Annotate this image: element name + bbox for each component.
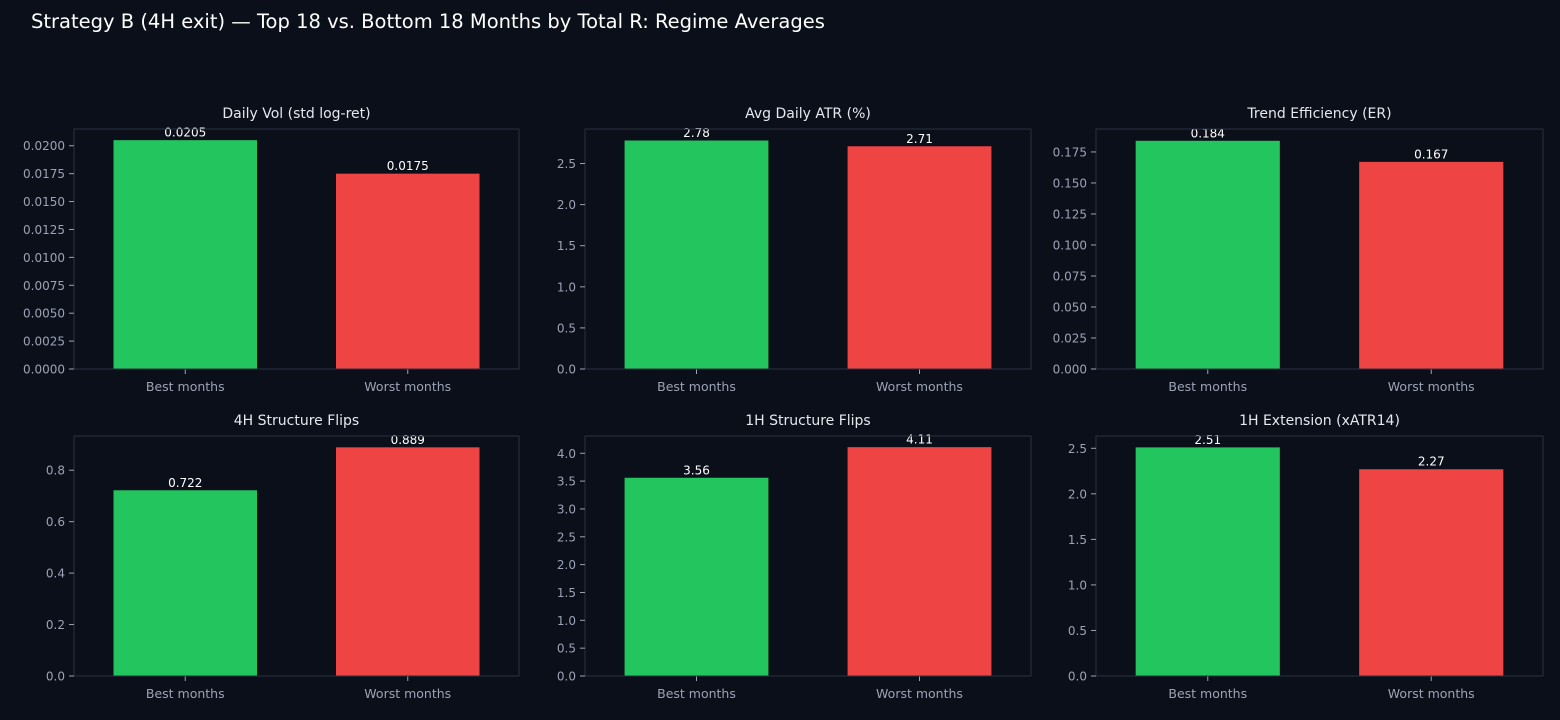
worst-months-bar	[335, 173, 480, 369]
y-tick-label: 0.0	[1068, 670, 1087, 684]
y-tick-label: 0.0100	[23, 251, 65, 265]
data-label: 2.71	[906, 132, 933, 146]
y-tick-label: 1.0	[557, 614, 576, 628]
x-tick-label: Worst months	[876, 686, 963, 701]
y-tick-label: 1.0	[557, 280, 576, 294]
chart-panel-6: 1H Extension (xATR14) 2.51 Best months 2.27…	[1068, 413, 1544, 701]
y-tick-label: 2.5	[557, 530, 576, 544]
y-tick-label: 0.025	[1053, 331, 1087, 345]
data-label: 2.51	[1194, 433, 1221, 447]
y-tick-label: 0.4	[46, 567, 65, 581]
best-months-bar	[624, 140, 769, 369]
y-tick-label: 0.5	[1068, 624, 1087, 638]
plot-frame	[584, 128, 1032, 370]
best-months-bar	[113, 140, 258, 369]
x-tick-label: Worst months	[1388, 686, 1475, 701]
y-tick-label: 0.0200	[23, 139, 65, 153]
data-label: 0.0205	[164, 126, 206, 140]
best-months-bar	[624, 477, 769, 676]
x-tick-label: Worst months	[364, 686, 451, 701]
y-tick-label: 3.5	[557, 475, 576, 489]
y-tick-label: 0.150	[1053, 176, 1087, 190]
y-tick-label: 0.6	[46, 515, 65, 529]
chart-panel-4: 4H Structure Flips 0.722 Best months 0.889 W…	[46, 413, 520, 701]
x-tick-label: Best months	[1168, 686, 1247, 701]
y-tick-label: 0.8	[46, 464, 65, 478]
x-tick-label: Worst months	[876, 379, 963, 394]
plot-frame	[584, 435, 1032, 677]
y-tick-label: 0.2	[46, 618, 65, 632]
y-tick-label: 0.000	[1053, 363, 1087, 377]
chart-panel-1: Daily Vol (std log-ret) 0.0205 Best months…	[23, 106, 520, 394]
data-label: 0.889	[391, 433, 425, 447]
data-label: 3.56	[683, 463, 710, 477]
y-tick-label: 0.125	[1053, 207, 1087, 221]
plot-frame	[73, 128, 520, 370]
y-tick-label: 2.0	[557, 198, 576, 212]
y-tick-label: 2.0	[557, 558, 576, 572]
data-label: 0.722	[168, 476, 202, 490]
y-tick-label: 0.0	[46, 670, 65, 684]
y-tick-label: 0.175	[1053, 145, 1087, 159]
x-tick-label: Best months	[657, 379, 736, 394]
y-tick-label: 1.0	[1068, 578, 1087, 592]
y-tick-label: 0.0025	[23, 335, 65, 349]
chart-title: 4H Structure Flips	[234, 413, 359, 429]
data-label: 0.167	[1414, 147, 1448, 161]
y-tick-label: 0.0050	[23, 307, 65, 321]
x-tick-label: Best months	[146, 686, 225, 701]
chart-title: Trend Efficiency (ER)	[1246, 106, 1391, 122]
data-label: 0.184	[1191, 126, 1225, 140]
chart-title: Daily Vol (std log-ret)	[222, 106, 370, 122]
y-tick-label: 0.0075	[23, 279, 65, 293]
y-tick-label: 2.5	[557, 157, 576, 171]
data-label: 0.0175	[387, 159, 429, 173]
x-tick-label: Best months	[657, 686, 736, 701]
data-label: 2.78	[683, 126, 710, 140]
y-tick-label: 0.100	[1053, 238, 1087, 252]
worst-months-bar	[847, 447, 992, 676]
y-tick-label: 1.5	[557, 239, 576, 253]
y-tick-label: 0.075	[1053, 269, 1087, 283]
plot-frame	[73, 435, 520, 677]
y-tick-label: 4.0	[557, 447, 576, 461]
y-tick-label: 0.050	[1053, 300, 1087, 314]
y-tick-label: 0.5	[557, 642, 576, 656]
y-tick-label: 0.0150	[23, 195, 65, 209]
figure-title: Strategy B (4H exit) — Top 18 vs. Bottom…	[31, 10, 825, 33]
chart-panel-5: 1H Structure Flips 3.56 Best months 4.11 Wor…	[557, 413, 1032, 701]
y-tick-label: 0.0	[557, 670, 576, 684]
y-tick-label: 2.0	[1068, 487, 1087, 501]
chart-panel-3: Trend Efficiency (ER) 0.184 Best months 0.1…	[1053, 106, 1544, 394]
x-tick-label: Best months	[1168, 379, 1247, 394]
x-tick-label: Best months	[146, 379, 225, 394]
chart-panel-2: Avg Daily ATR (%) 2.78 Best months 2.71 Wors…	[557, 106, 1032, 394]
x-tick-label: Worst months	[364, 379, 451, 394]
worst-months-bar	[847, 146, 992, 369]
y-tick-label: 3.0	[557, 502, 576, 516]
worst-months-bar	[1359, 469, 1504, 676]
y-tick-label: 1.5	[1068, 533, 1087, 547]
chart-title: Avg Daily ATR (%)	[745, 106, 871, 122]
worst-months-bar	[1359, 161, 1504, 369]
y-tick-label: 0.0175	[23, 167, 65, 181]
y-tick-label: 0.5	[557, 321, 576, 335]
best-months-bar	[113, 490, 258, 676]
x-tick-label: Worst months	[1388, 379, 1475, 394]
data-label: 2.27	[1418, 455, 1445, 469]
y-tick-label: 1.5	[557, 586, 576, 600]
y-tick-label: 2.5	[1068, 442, 1087, 456]
plot-frame	[1095, 128, 1544, 370]
data-label: 4.11	[906, 433, 933, 447]
chart-title: 1H Structure Flips	[745, 413, 870, 429]
y-tick-label: 0.0	[557, 363, 576, 377]
best-months-bar	[1135, 447, 1280, 676]
y-tick-label: 0.0125	[23, 223, 65, 237]
worst-months-bar	[335, 447, 480, 676]
chart-title: 1H Extension (xATR14)	[1239, 413, 1400, 429]
y-tick-label: 0.0000	[23, 363, 65, 377]
plot-frame	[1095, 435, 1544, 677]
best-months-bar	[1135, 140, 1280, 369]
